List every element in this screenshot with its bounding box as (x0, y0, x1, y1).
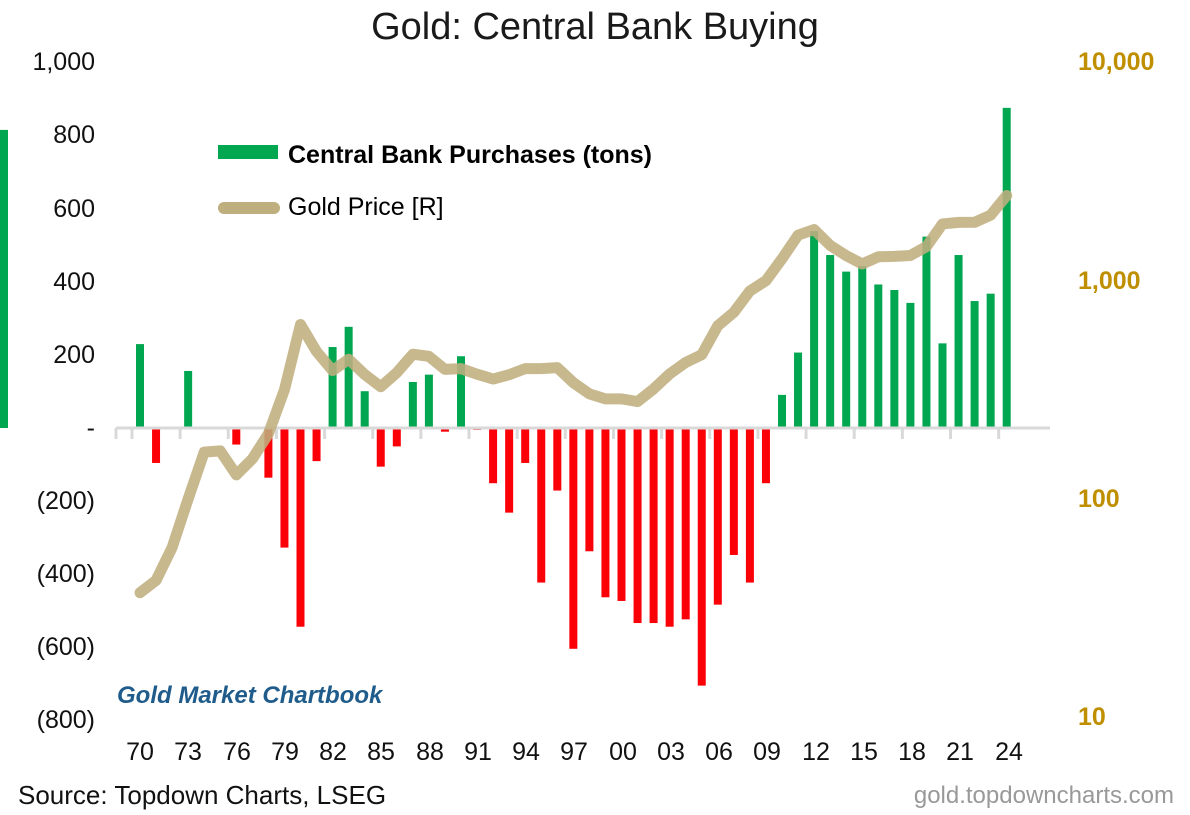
bar (280, 428, 289, 548)
legend-label-gold-price: Gold Price [R] (288, 193, 444, 221)
left-axis-tick-600: 600 (53, 195, 95, 223)
bar (729, 428, 738, 555)
x-axis-tick-85: 85 (367, 738, 395, 766)
right-axis-tick-10: 10 (1078, 703, 1106, 731)
legend-swatch-gold-price (218, 202, 280, 214)
bar (986, 293, 995, 428)
x-axis-tick-82: 82 (319, 738, 347, 766)
bar (601, 428, 610, 598)
bar (537, 428, 546, 583)
bar (938, 343, 947, 428)
bar (970, 301, 979, 428)
bar (1002, 107, 1011, 428)
left-axis-tick-800: 800 (53, 121, 95, 149)
bar (408, 382, 417, 428)
bar (328, 347, 337, 428)
page-title: Gold: Central Bank Buying (371, 6, 819, 48)
bar (521, 428, 530, 463)
bar (713, 428, 722, 605)
gold-price-line (134, 190, 1013, 599)
x-axis-tick-88: 88 (416, 738, 444, 766)
bar (858, 266, 867, 428)
bar (681, 428, 690, 620)
bar (745, 428, 754, 583)
site-url: gold.topdowncharts.com (913, 782, 1174, 809)
x-axis-tick-15: 15 (850, 738, 878, 766)
bar (697, 428, 706, 686)
x-axis-tick-76: 76 (223, 738, 251, 766)
bar (890, 290, 899, 428)
bar (184, 370, 193, 428)
bar-series (0, 107, 1011, 686)
x-axis-tick-24: 24 (995, 738, 1023, 766)
bar (296, 428, 305, 627)
bar (360, 391, 369, 428)
bar (874, 284, 883, 428)
source-attribution: Source: Topdown Charts, LSEG (18, 780, 387, 810)
x-axis-tick-94: 94 (512, 738, 540, 766)
bar (264, 428, 273, 478)
x-axis-tick-21: 21 (946, 738, 974, 766)
x-axis-tick-73: 73 (174, 738, 202, 766)
bar (312, 428, 321, 462)
bar (553, 428, 562, 491)
x-axis-tick-03: 03 (657, 738, 685, 766)
bar (585, 428, 594, 552)
bar (954, 255, 963, 428)
left-axis-tick-minus800: (800) (36, 706, 95, 734)
bar (424, 374, 433, 428)
bar (457, 356, 465, 428)
bar (152, 428, 161, 463)
bar (617, 428, 626, 601)
legend-label-purchases: Central Bank Purchases (tons) (288, 141, 652, 169)
right-axis-tick-100: 100 (1078, 485, 1120, 513)
bar (778, 394, 786, 428)
bar (569, 428, 578, 649)
bar (344, 326, 353, 428)
bar (376, 428, 385, 467)
left-axis-tick-400: 400 (53, 268, 95, 296)
bar (761, 428, 770, 484)
x-axis-tick-70: 70 (126, 738, 154, 766)
zero-axis-line (114, 426, 1050, 439)
bar (842, 271, 851, 428)
bar (440, 428, 449, 432)
left-axis-tick-zero: - (86, 414, 95, 442)
bar (489, 428, 498, 484)
bar (810, 231, 819, 428)
x-axis-tick-06: 06 (705, 738, 733, 766)
x-axis-tick-91: 91 (464, 738, 492, 766)
bar (922, 236, 931, 428)
x-axis-tick-00: 00 (609, 738, 637, 766)
bar (136, 344, 144, 428)
right-axis-tick-1000: 1,000 (1078, 267, 1141, 295)
right-axis-tick-10000: 10,000 (1078, 48, 1155, 76)
x-axis-tick-09: 09 (753, 738, 781, 766)
bar (0, 159, 8, 429)
bar (649, 428, 658, 624)
x-axis-tick-12: 12 (802, 738, 830, 766)
bar (906, 302, 915, 428)
bar (665, 428, 674, 627)
bar (505, 428, 514, 513)
chartbook-tag: Gold Market Chartbook (117, 682, 383, 709)
legend-swatch-purchases (218, 145, 278, 159)
left-axis-tick-1000: 1,000 (32, 48, 95, 76)
bar (794, 352, 803, 428)
left-axis-tick-200: 200 (53, 341, 95, 369)
x-axis-tick-79: 79 (271, 738, 299, 766)
x-axis-tick-18: 18 (898, 738, 926, 766)
left-axis-tick-minus200: (200) (36, 487, 95, 515)
left-axis-tick-minus400: (400) (36, 560, 95, 588)
bar (232, 428, 241, 445)
bar (633, 428, 642, 624)
bar (826, 255, 835, 428)
left-axis-tick-minus600: (600) (36, 633, 95, 661)
bar (392, 428, 401, 447)
x-axis-tick-97: 97 (560, 738, 588, 766)
